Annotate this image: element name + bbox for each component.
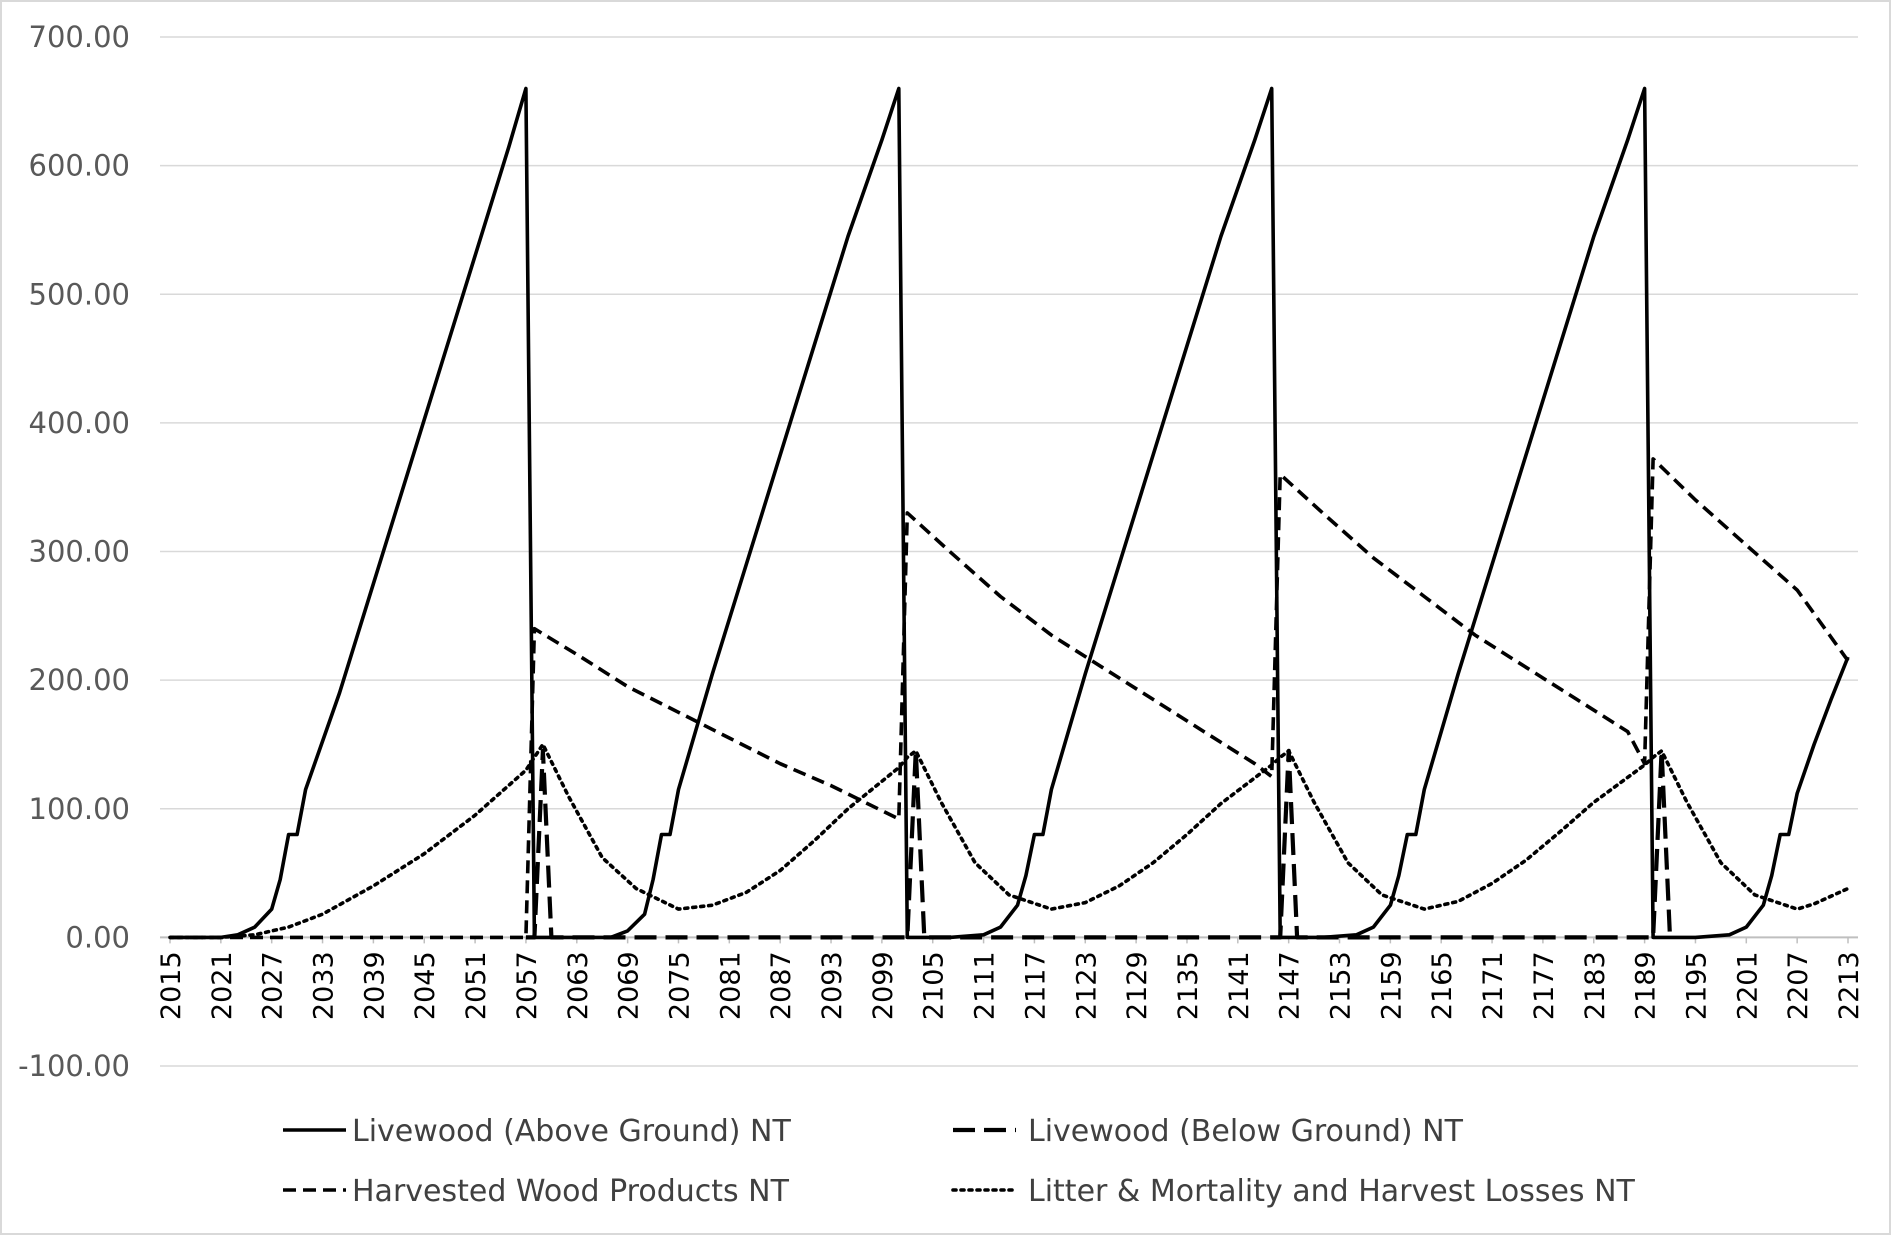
y-axis-tick-labels: -100.00 0.00 100.00 200.00 300.00 400.00 500.0… xyxy=(18,20,130,1083)
series-lines xyxy=(168,86,1850,940)
x-tick-label: 2159 xyxy=(1376,951,1407,1020)
x-tick-label: 2057 xyxy=(512,951,543,1020)
x-tick-label: 2027 xyxy=(258,951,289,1020)
x-tick-label: 2177 xyxy=(1529,951,1560,1020)
x-tick-label: 2123 xyxy=(1071,951,1102,1020)
x-tick-label: 2021 xyxy=(207,951,238,1020)
y-tick-label: 0.00 xyxy=(65,920,130,954)
x-tick-label: 2099 xyxy=(868,951,899,1020)
legend-label-3: Harvested Wood Products NT xyxy=(352,1174,790,1209)
y-tick-label: 600.00 xyxy=(29,149,130,183)
x-tick-label: 2093 xyxy=(817,951,848,1020)
x-tick-label: 2039 xyxy=(359,951,390,1020)
x-tick-label: 2141 xyxy=(1224,951,1255,1020)
x-tick-label: 2213 xyxy=(1834,951,1865,1020)
series-line-4 xyxy=(168,742,1850,940)
x-tick-label: 2087 xyxy=(766,951,797,1020)
legend-label-2: Livewood (Below Ground) NT xyxy=(1028,1114,1464,1149)
y-tick-label: 400.00 xyxy=(29,406,130,440)
x-tick-label: 2105 xyxy=(919,951,950,1020)
x-tick-label: 2147 xyxy=(1275,951,1306,1020)
y-tick-label: 300.00 xyxy=(29,535,130,569)
y-tick-label: -100.00 xyxy=(18,1049,130,1083)
x-tick-label: 2015 xyxy=(156,951,187,1020)
gridlines xyxy=(160,36,1858,1067)
y-tick-label: 500.00 xyxy=(29,277,130,311)
x-tick-label: 2063 xyxy=(563,951,594,1020)
x-tick-label: 2189 xyxy=(1631,951,1662,1020)
x-tick-label: 2129 xyxy=(1122,951,1153,1020)
x-tick-label: 2183 xyxy=(1580,951,1611,1020)
series-line-1 xyxy=(170,86,1850,940)
x-tick-label: 2153 xyxy=(1326,951,1357,1020)
series-line-2 xyxy=(525,748,1673,940)
x-tick-label: 2069 xyxy=(614,951,645,1020)
x-tick-label: 2201 xyxy=(1732,951,1763,1020)
x-tick-label: 2165 xyxy=(1427,951,1458,1020)
x-tick-label: 2033 xyxy=(309,951,340,1020)
y-tick-label: 700.00 xyxy=(29,20,130,54)
legend: Livewood (Above Ground) NT Livewood (Belo… xyxy=(283,1114,1636,1209)
x-tick-label: 2051 xyxy=(461,951,492,1020)
y-tick-label: 200.00 xyxy=(29,663,130,697)
x-tick-label: 2135 xyxy=(1173,951,1204,1020)
x-tick-label: 2195 xyxy=(1681,951,1712,1020)
legend-label-4: Litter & Mortality and Harvest Losses NT xyxy=(1028,1174,1636,1209)
series-line-3 xyxy=(170,457,1850,940)
y-tick-label: 100.00 xyxy=(29,792,130,826)
x-tick-label: 2081 xyxy=(715,951,746,1020)
x-tick-label: 2207 xyxy=(1783,951,1814,1020)
legend-label-1: Livewood (Above Ground) NT xyxy=(352,1114,791,1149)
x-tick-label: 2111 xyxy=(970,951,1001,1020)
x-tick-label: 2045 xyxy=(410,951,441,1020)
x-axis-tick-labels: 2015 2021 2027 2033 2039 2045 2051 2057 2063 2069… xyxy=(156,951,1865,1020)
x-tick-label: 2171 xyxy=(1478,951,1509,1020)
x-tick-label: 2075 xyxy=(664,951,695,1020)
x-tick-label: 2117 xyxy=(1020,951,1051,1020)
